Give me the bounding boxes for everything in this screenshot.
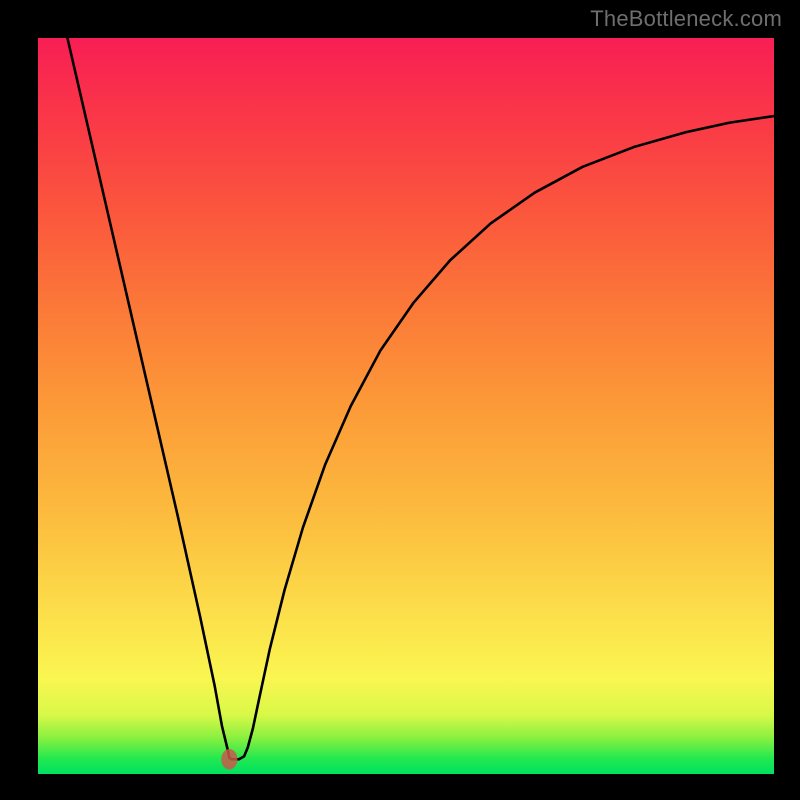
chart-background — [38, 38, 774, 774]
chart-frame: TheBottleneck.com — [0, 0, 800, 800]
optimum-marker — [221, 749, 237, 770]
watermark-text: TheBottleneck.com — [590, 6, 782, 32]
bottleneck-chart — [38, 38, 774, 774]
